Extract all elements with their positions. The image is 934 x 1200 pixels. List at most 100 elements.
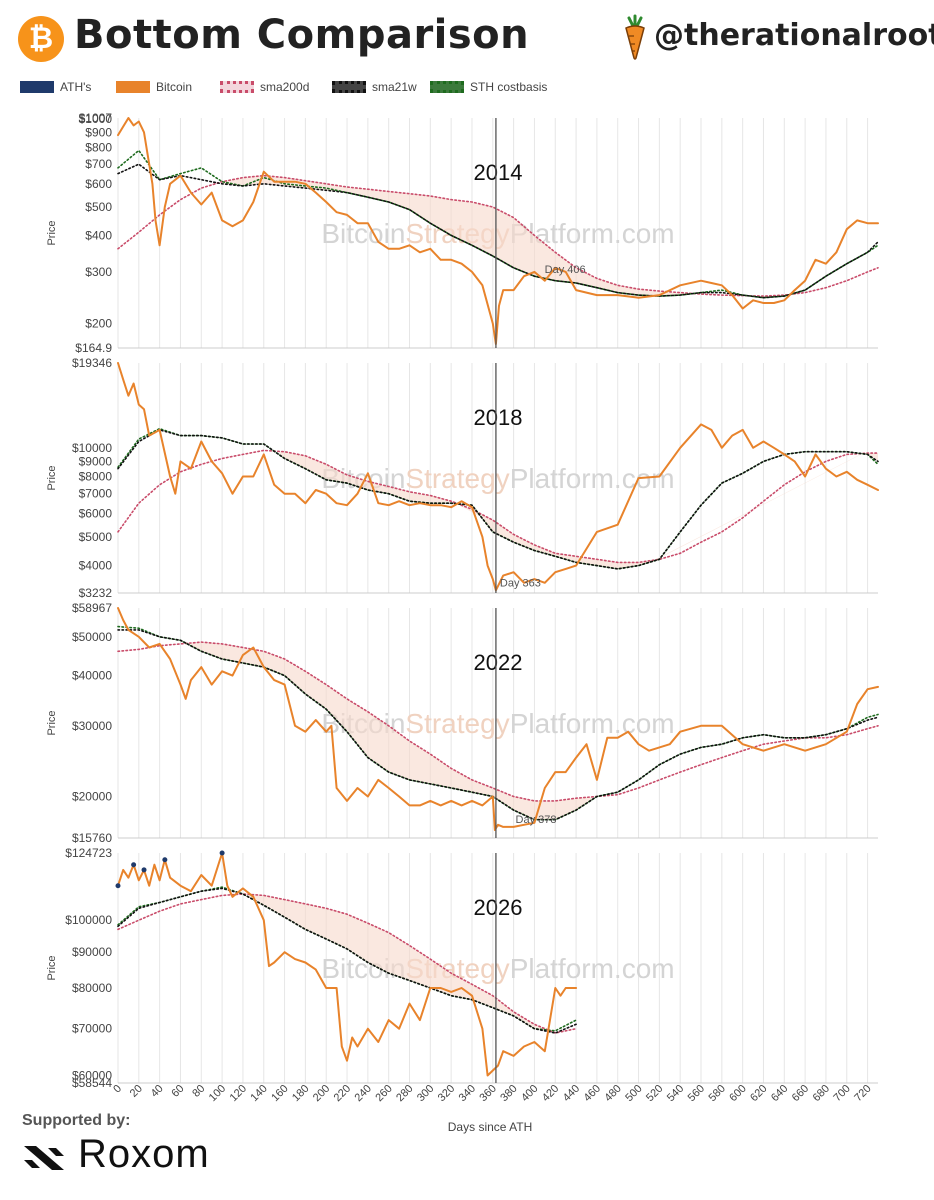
y-axis-title: Price xyxy=(46,710,58,735)
y-tick-label: $500 xyxy=(85,200,112,214)
panel-year-label: 2026 xyxy=(474,895,523,920)
watermark-part: Strategy xyxy=(405,463,509,494)
x-tick-label: 200 xyxy=(311,1083,332,1104)
y-tick-label: $800 xyxy=(85,140,112,154)
x-tick-label: 80 xyxy=(190,1083,207,1100)
series-line-sma21w xyxy=(117,887,577,1034)
y-tick-label: $1000 xyxy=(79,112,113,126)
roxom-logo-icon xyxy=(24,1146,64,1170)
legend-label: Bitcoin xyxy=(156,80,193,94)
supported-by-label: Supported by: xyxy=(22,1112,131,1129)
x-tick-label: 120 xyxy=(228,1083,249,1104)
series-line-sma21w xyxy=(117,163,879,299)
x-tick-label: 540 xyxy=(665,1083,686,1104)
x-tick-label: 680 xyxy=(811,1083,832,1104)
chart-panel-2026: BitcoinStrategyPlatform.com$58544$60000$… xyxy=(46,846,878,1104)
bitcoin-logo-icon: ₿ xyxy=(18,16,64,62)
legend-label: sma200d xyxy=(260,80,310,94)
ath-marker xyxy=(162,857,168,863)
legend-swatch xyxy=(116,81,150,93)
y-tick-label: $90000 xyxy=(72,945,112,959)
y-tick-label: $15760 xyxy=(72,831,112,845)
y-tick-label: $50000 xyxy=(72,630,112,644)
x-tick-label: 460 xyxy=(582,1083,603,1104)
y-tick-label: $200 xyxy=(85,316,112,330)
watermark: BitcoinStrategyPlatform.com xyxy=(321,708,674,739)
y-axis-title: Price xyxy=(46,465,58,490)
x-tick-label: 260 xyxy=(373,1083,394,1104)
x-tick-label: 380 xyxy=(498,1083,519,1104)
series-line-bitcoin xyxy=(117,607,879,831)
x-tick-label: 420 xyxy=(540,1083,561,1104)
series-line-bitcoin xyxy=(117,117,879,346)
x-tick-label: 480 xyxy=(602,1083,623,1104)
y-tick-label: $7000 xyxy=(79,487,113,501)
author-handle: @therationalroot xyxy=(654,18,934,53)
y-tick-label: $900 xyxy=(85,125,112,139)
y-tick-label: $60000 xyxy=(72,1069,112,1083)
y-tick-label: $20000 xyxy=(72,789,112,803)
y-tick-label: $30000 xyxy=(72,719,112,733)
series-line-sma200d xyxy=(117,893,577,1034)
legend-swatch xyxy=(332,81,366,93)
ma-gap-band xyxy=(248,894,551,1032)
y-tick-label: $70000 xyxy=(72,1022,112,1036)
chart-panel-2014: BitcoinStrategyPlatform.com$164.9$200$30… xyxy=(46,111,879,355)
y-axis-title: Price xyxy=(46,220,58,245)
y-tick-label: $100000 xyxy=(65,913,112,927)
x-tick-label: 340 xyxy=(457,1083,478,1104)
x-tick-label: 360 xyxy=(477,1083,498,1104)
x-tick-label: 100 xyxy=(207,1083,228,1104)
ath-marker xyxy=(141,867,147,873)
legend-swatch xyxy=(220,81,254,93)
y-tick-label: $700 xyxy=(85,157,112,171)
y-tick-label: $300 xyxy=(85,265,112,279)
y-tick-label: $58967 xyxy=(72,601,112,615)
x-tick-label: 40 xyxy=(149,1083,166,1100)
y-tick-label: $5000 xyxy=(79,530,113,544)
y-axis-title: Price xyxy=(46,955,58,980)
legend-label: STH costbasis xyxy=(470,80,548,94)
x-tick-label: 520 xyxy=(644,1083,665,1104)
watermark-part: Strategy xyxy=(405,708,509,739)
x-tick-label: 140 xyxy=(248,1083,269,1104)
series-line-sth-costbasis xyxy=(117,149,879,299)
y-tick-label: $9000 xyxy=(79,454,113,468)
carrot-icon xyxy=(625,14,645,60)
x-tick-label: 640 xyxy=(769,1083,790,1104)
legend-swatch xyxy=(20,81,54,93)
x-axis-title: Days since ATH xyxy=(447,1120,533,1134)
x-tick-label: 280 xyxy=(394,1083,415,1104)
watermark-part: Platform.com xyxy=(510,463,675,494)
y-tick-label: $58544 xyxy=(72,1076,112,1090)
y-tick-label: $600 xyxy=(85,177,112,191)
series-line-sma21w xyxy=(117,429,879,570)
roxom-brand-name: Roxom xyxy=(78,1132,210,1176)
x-tick-label: 0 xyxy=(111,1083,124,1096)
x-tick-label: 720 xyxy=(852,1083,873,1104)
bottom-comparison-charts: BitcoinStrategyPlatform.com $164.9 $200 $30… xyxy=(46,111,879,1104)
y-tick-label: $1007 xyxy=(79,111,113,125)
series-line-sma21w xyxy=(117,629,879,821)
chart-panel-2018: BitcoinStrategyPlatform.com$3232$4000$50… xyxy=(46,356,879,600)
x-tick-label: 240 xyxy=(353,1083,374,1104)
x-tick-label: 560 xyxy=(686,1083,707,1104)
chart-panel-2022: BitcoinStrategyPlatform.com $15760 $20000 $… xyxy=(46,601,879,845)
x-tick-label: 400 xyxy=(519,1083,540,1104)
bottom-day-label: Day 406 xyxy=(545,264,586,276)
y-tick-label: $4000 xyxy=(79,559,113,573)
bottom-day-label: Day 378 xyxy=(516,814,557,826)
x-tick-label: 600 xyxy=(727,1083,748,1104)
panel-year-label: 2014 xyxy=(474,160,523,185)
x-tick-label: 500 xyxy=(623,1083,644,1104)
bottom-day-label: Day 363 xyxy=(500,577,541,589)
x-tick-label: 160 xyxy=(269,1083,290,1104)
x-tick-label: 300 xyxy=(415,1083,436,1104)
x-tick-label: 20 xyxy=(128,1083,145,1100)
series-line-sma200d xyxy=(117,174,879,297)
legend-label: sma21w xyxy=(372,80,417,94)
y-tick-label: $400 xyxy=(85,228,112,242)
ma-gap-band xyxy=(190,642,592,820)
ath-marker xyxy=(219,850,225,856)
page-title: Bottom Comparison xyxy=(74,12,530,58)
